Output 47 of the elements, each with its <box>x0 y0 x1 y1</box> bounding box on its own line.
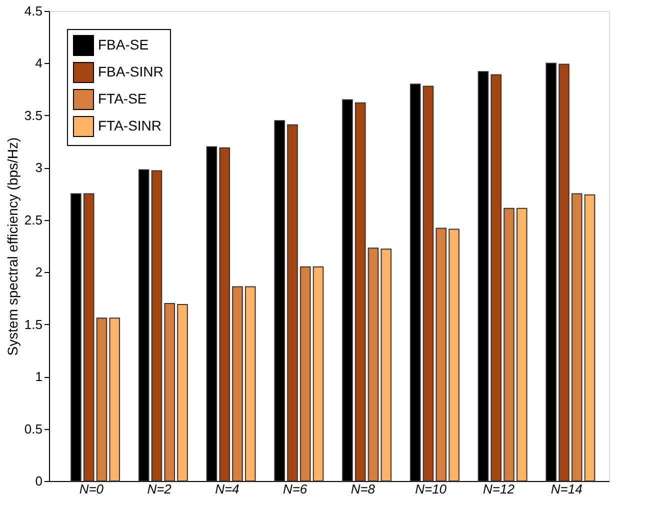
bar <box>448 228 460 482</box>
bar <box>177 304 188 482</box>
x-tick-label: N=2 <box>147 482 172 496</box>
bar <box>380 248 392 482</box>
bar <box>96 318 108 482</box>
y-tick-label: 0 <box>35 474 42 488</box>
bar <box>436 228 447 482</box>
bar <box>287 124 298 482</box>
y-tick-label: 4.5 <box>24 4 42 18</box>
y-tick-label: 3 <box>35 160 42 176</box>
bar <box>232 286 243 482</box>
bar <box>151 170 162 482</box>
y-tick-label: 1 <box>35 369 42 384</box>
bar <box>422 86 434 482</box>
bar <box>219 147 230 482</box>
bar <box>571 193 582 482</box>
x-tick-label: N=14 <box>550 482 582 496</box>
bar <box>244 286 256 482</box>
legend-label: FTA-SINR <box>98 118 162 134</box>
x-tick-label: N=4 <box>215 482 240 496</box>
bar <box>109 318 120 482</box>
y-tick-label: 0.5 <box>24 421 42 436</box>
x-tick-label: N=12 <box>482 482 516 496</box>
y-tick-label: 2.5 <box>24 212 42 228</box>
legend-label: FBA-SE <box>98 36 149 52</box>
x-tick-label: N=6 <box>282 482 308 496</box>
x-tick-label: N=8 <box>350 482 376 496</box>
bar <box>558 64 570 482</box>
y-tick-label: 1.5 <box>24 316 42 332</box>
x-tick-label: N=0 <box>79 482 104 496</box>
bar <box>504 208 514 482</box>
legend-label: FBA-SINR <box>98 64 164 80</box>
bar <box>516 208 528 482</box>
bar <box>164 302 176 482</box>
bar <box>354 102 366 482</box>
bar <box>300 266 311 482</box>
y-axis-title: System spectral efficiency (bps/Hz) <box>4 137 20 356</box>
bar <box>83 193 94 482</box>
bar <box>312 266 324 482</box>
bar <box>490 74 502 482</box>
x-tick-label: N=10 <box>415 482 448 496</box>
y-tick-label: 3.5 <box>24 108 42 123</box>
bar <box>584 194 596 482</box>
y-tick-label: 4 <box>35 56 42 71</box>
bar <box>368 248 379 482</box>
y-tick-label: 2 <box>35 264 42 280</box>
legend-label: FTA-SE <box>98 90 147 106</box>
